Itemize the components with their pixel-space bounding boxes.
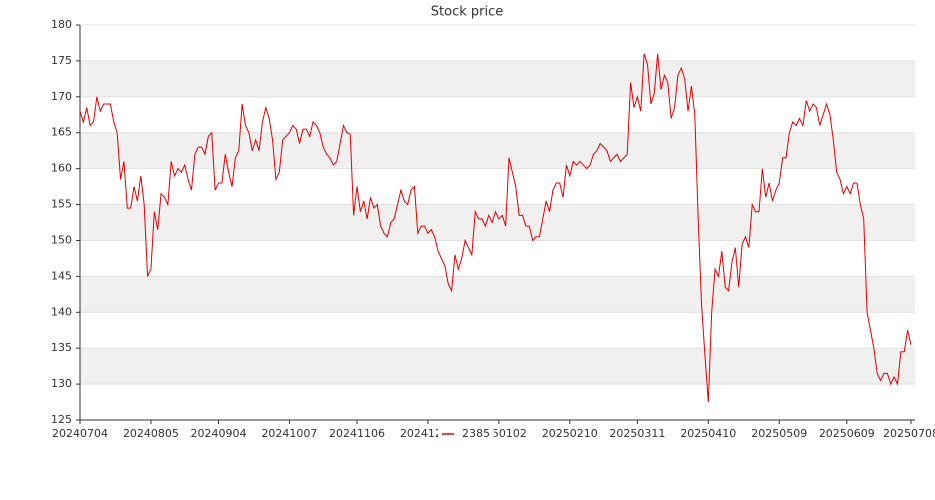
y-tick-label: 175 xyxy=(51,54,72,67)
y-tick-label: 165 xyxy=(51,126,72,139)
line-series xyxy=(79,53,912,403)
x-tick-label: 20250509 xyxy=(751,427,807,440)
x-tick-label: 20250311 xyxy=(609,427,665,440)
chart-title: Stock price xyxy=(431,5,503,20)
y-tick-label: 130 xyxy=(51,377,72,390)
legend-label: 2385 xyxy=(462,427,490,440)
x-tick-label: 20240904 xyxy=(191,427,247,440)
y-tick-label: 125 xyxy=(51,413,72,426)
y-tick-label: 145 xyxy=(51,269,72,282)
x-tick-label: 20240704 xyxy=(52,427,108,440)
x-tick-label: 20250210 xyxy=(542,427,598,440)
y-tick-label: 140 xyxy=(51,305,72,318)
y-tick-label: 135 xyxy=(51,341,72,354)
x-tick-label: 20241106 xyxy=(329,427,385,440)
grid-band xyxy=(80,204,915,241)
x-tick-label: 20241007 xyxy=(261,427,317,440)
grid-band xyxy=(80,132,915,169)
x-tick-label: 20250708 xyxy=(883,427,935,440)
grid-band xyxy=(80,60,915,97)
y-tick-label: 180 xyxy=(51,18,72,31)
y-tick-label: 150 xyxy=(51,233,72,246)
x-tick-label: 20250410 xyxy=(680,427,736,440)
y-tick-label: 160 xyxy=(51,162,72,175)
legend-box xyxy=(438,426,494,442)
grid-band xyxy=(80,276,915,313)
y-tick-label: 170 xyxy=(51,90,72,103)
x-tick-label: 20240805 xyxy=(123,427,179,440)
y-tick-label: 155 xyxy=(51,198,72,211)
grid-band xyxy=(80,348,915,385)
x-tick-label: 20250609 xyxy=(819,427,875,440)
